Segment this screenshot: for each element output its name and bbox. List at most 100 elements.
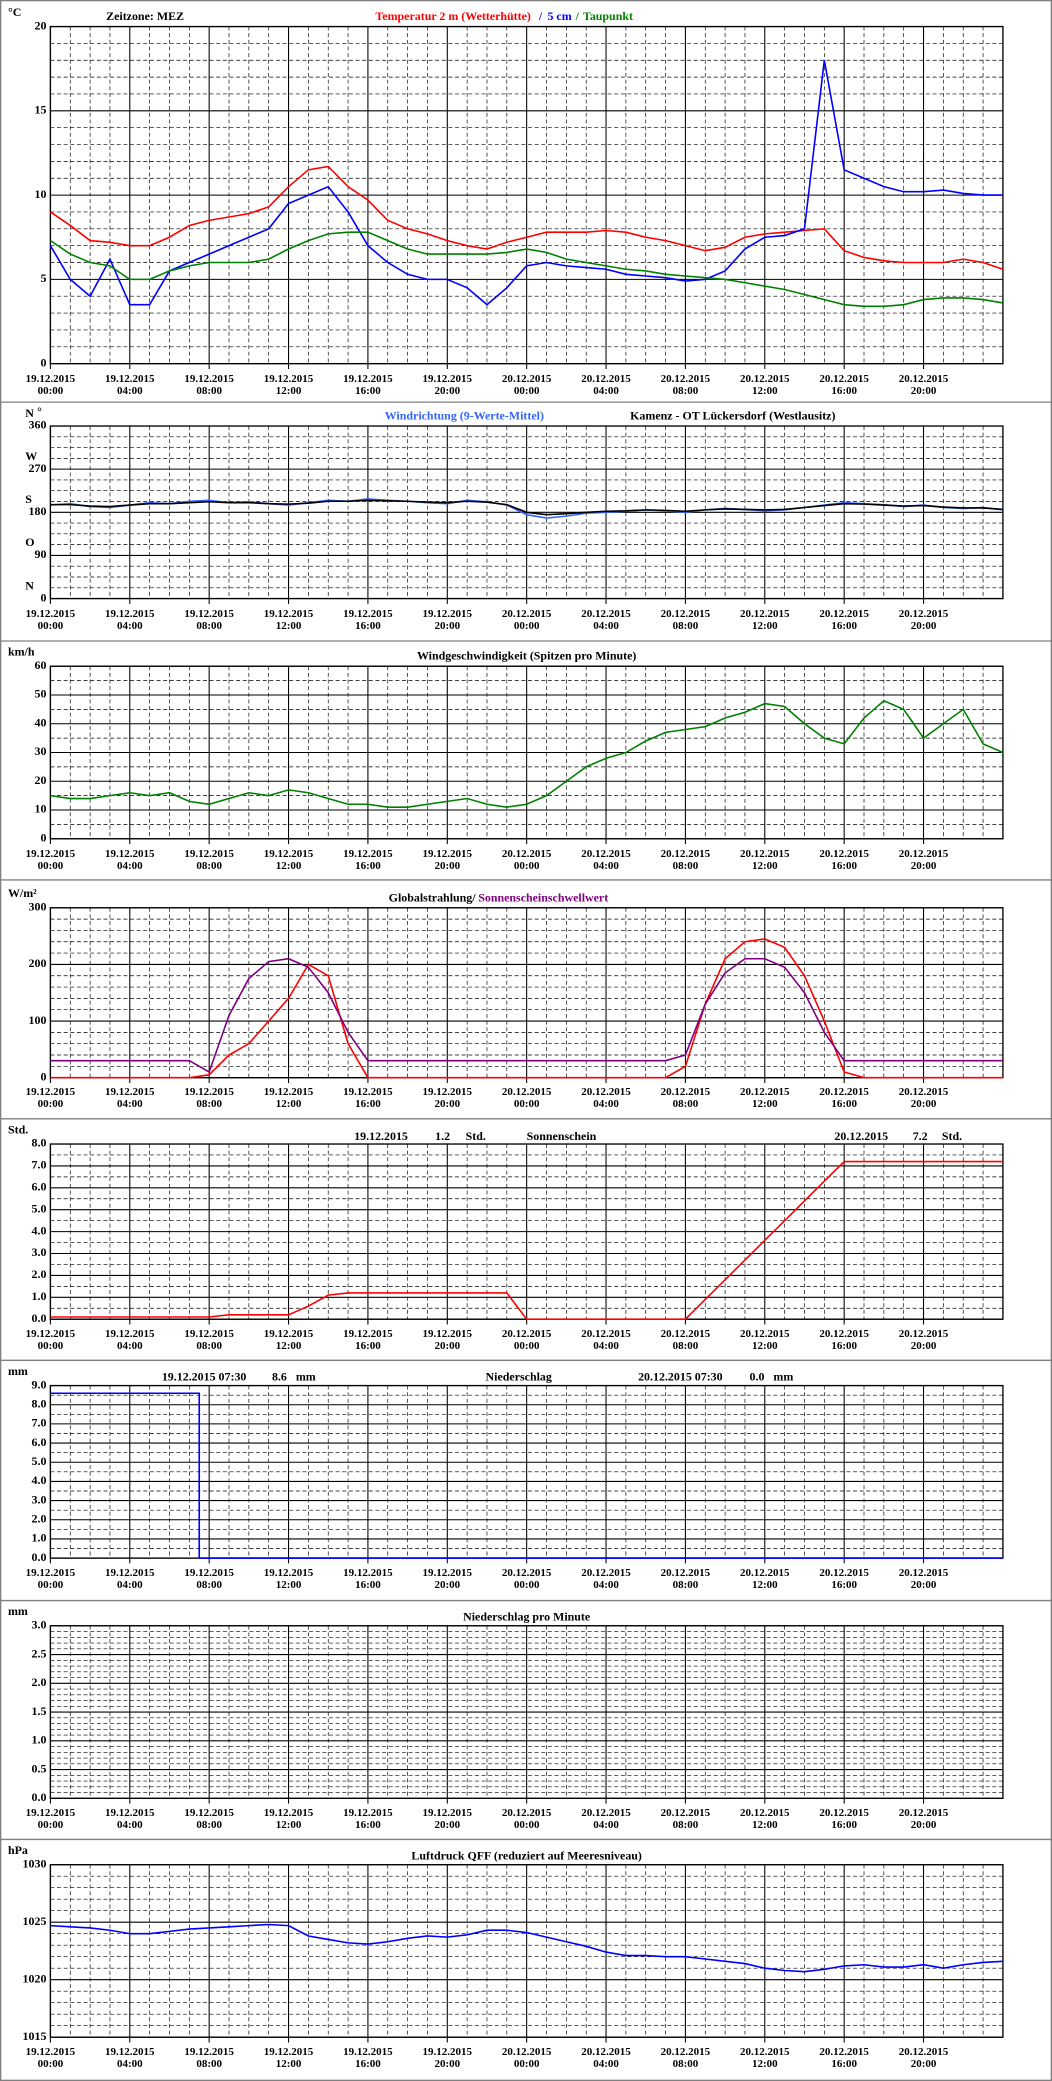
y-unit: mm — [8, 1364, 28, 1378]
x-tick-label: 20.12.2015 00:00 — [501, 1327, 552, 1352]
x-tick-label: 19.12.2015 20:00 — [422, 1566, 473, 1591]
series-line — [50, 498, 1004, 519]
y-unit: W/m² — [8, 886, 37, 900]
x-tick-label: 20.12.2015 08:00 — [660, 1806, 711, 1831]
y-tick-label: 0 — [40, 831, 46, 845]
legend-entry: Windrichtung (9-Werte-Mittel) — [385, 408, 544, 422]
plot-frame — [49, 1625, 1004, 1799]
panel: 0.0 1.0 2.0 3.0 4.0 5.0 6.0 7.0 8.0 Std. — [8, 1122, 1004, 1325]
x-tick-label: 20.12.2015 00:00 — [501, 1566, 552, 1591]
series-line — [49, 231, 1004, 308]
x-tick-label: 19.12.2015 08:00 — [184, 1806, 234, 1831]
y-tick-label: 300 — [29, 900, 47, 914]
x-tick-label: 20.12.2015 04:00 — [581, 372, 631, 397]
x-tick-label: 20.12.2015 12:00 — [740, 372, 790, 397]
y-unit: °C — [8, 5, 21, 19]
summary-unit: Std. — [942, 1129, 962, 1143]
x-tick-label: 19.12.2015 20:00 — [422, 1327, 473, 1352]
series-line — [50, 957, 1003, 1074]
y-tick-label: 270 — [29, 461, 47, 475]
x-tick-label: 19.12.2015 20:00 — [422, 607, 473, 632]
x-tick-label: 19.12.2015 20:00 — [422, 372, 473, 397]
x-tick-label: 20.12.2015 08:00 — [660, 1327, 711, 1352]
y-tick-label: 4.0 — [32, 1473, 47, 1487]
separator-text: / — [575, 9, 580, 23]
x-tick-label: 20.12.2015 16:00 — [819, 1806, 869, 1831]
y-tick-label: 10 — [34, 802, 46, 816]
x-tick-label: 20.12.2015 08:00 — [660, 1566, 711, 1591]
x-tick-label: 19.12.2015 16:00 — [343, 607, 393, 632]
x-tick-label: 20.12.2015 04:00 — [581, 1327, 631, 1352]
summary-unit: mm — [296, 1369, 316, 1383]
compass-label: S — [25, 492, 32, 506]
x-tick-label: 20.12.2015 00:00 — [501, 2045, 552, 2070]
x-tick-label: 19.12.2015 04:00 — [105, 1327, 155, 1352]
chart-title: Sonnenschein — [527, 1129, 597, 1143]
x-tick-label: 20.12.2015 20:00 — [898, 1086, 949, 1111]
y-tick-label: 180 — [29, 504, 47, 518]
series-line — [50, 699, 1004, 808]
summary-value: 7.2 — [913, 1129, 928, 1143]
series-line — [50, 938, 1003, 1079]
x-tick-label: 20.12.2015 12:00 — [740, 847, 790, 872]
x-tick-label: 19.12.2015 20:00 — [422, 847, 473, 872]
x-tick-label: 20.12.2015 12:00 — [740, 1327, 790, 1352]
x-tick-label: 19.12.2015 00:00 — [25, 607, 76, 632]
y-unit: km/h — [8, 645, 35, 659]
x-tick-label: 19.12.2015 08:00 — [184, 1566, 234, 1591]
x-tick-label: 20.12.2015 00:00 — [501, 607, 552, 632]
x-tick-label: 19.12.2015 12:00 — [263, 847, 314, 872]
timezone: Zeitzone: MEZ — [106, 9, 184, 23]
x-tick-label: 20.12.2015 04:00 — [581, 1086, 631, 1111]
x-tick-label: 19.12.2015 08:00 — [184, 1086, 234, 1111]
x-tick-label: 19.12.2015 00:00 — [25, 2045, 76, 2070]
y-tick-label: 1.0 — [32, 1289, 47, 1303]
x-tick-label: 20.12.2015 08:00 — [660, 2045, 711, 2070]
y-tick-label: 3.0 — [32, 1618, 47, 1632]
summary-date: 19.12.2015 07:30 — [162, 1369, 247, 1383]
y-tick-label: 2.0 — [32, 1675, 47, 1689]
y-tick-label: 40 — [34, 715, 46, 729]
y-tick-label: 2.0 — [32, 1511, 47, 1525]
compass-label: O — [25, 535, 34, 549]
summary-unit: mm — [773, 1369, 793, 1383]
x-tick-label: 20.12.2015 16:00 — [819, 372, 869, 397]
x-tick-label: 20.12.2015 08:00 — [660, 607, 711, 632]
x-tick-label: 19.12.2015 12:00 — [263, 1566, 314, 1591]
y-unit: mm — [8, 1604, 28, 1618]
x-tick-label: 19.12.2015 00:00 — [25, 1327, 76, 1352]
x-tick-label: 20.12.2015 16:00 — [819, 2045, 869, 2070]
header: Globalstrahlung/Sonnenscheinschwellwert — [389, 890, 609, 904]
y-tick-label: 8.0 — [32, 1136, 47, 1150]
x-tick-label: 19.12.2015 12:00 — [263, 607, 314, 632]
x-tick-label: 19.12.2015 08:00 — [184, 372, 234, 397]
x-tick-label: 20.12.2015 16:00 — [819, 607, 869, 632]
chart-title: Niederschlag — [486, 1369, 552, 1383]
y-tick-label: 5.0 — [32, 1454, 47, 1468]
y-tick-label: 20 — [34, 773, 46, 787]
y-tick-label: 2.0 — [32, 1267, 47, 1281]
x-tick-label: 19.12.2015 16:00 — [343, 372, 393, 397]
y-tick-label: 1.0 — [32, 1531, 47, 1545]
legend-entry: Taupunkt — [583, 9, 633, 23]
x-tick-label: 19.12.2015 08:00 — [184, 2045, 234, 2070]
y-tick-label: 90 — [34, 547, 46, 561]
x-tick-label: 19.12.2015 16:00 — [343, 1086, 393, 1111]
y-tick-label: 1015 — [23, 2029, 47, 2043]
y-tick-label: 2.5 — [32, 1646, 47, 1660]
x-tick-label: 20.12.2015 08:00 — [660, 372, 711, 397]
series-line — [49, 165, 1004, 271]
x-tick-label: 19.12.2015 04:00 — [105, 372, 155, 397]
x-tick-label: 20.12.2015 20:00 — [898, 1806, 949, 1831]
compass-label: N — [25, 578, 34, 592]
x-tick-label: 20.12.2015 16:00 — [819, 1086, 869, 1111]
x-tick-label: 19.12.2015 08:00 — [184, 607, 234, 632]
summary-value: 8.6 — [272, 1369, 287, 1383]
plot-frame — [49, 425, 1004, 600]
